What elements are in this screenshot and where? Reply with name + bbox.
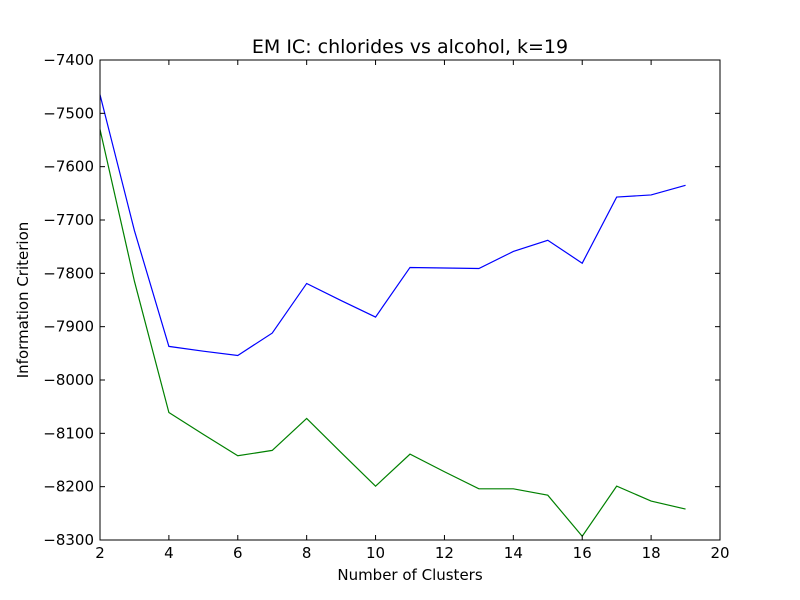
- series-line-1: [99, 94, 686, 357]
- chart-title: EM IC: chlorides vs alcohol, k=19: [252, 36, 568, 58]
- x-tick-label: 20: [710, 544, 729, 562]
- y-axis-label: Information Criterion: [14, 222, 32, 379]
- x-tick-label: 4: [164, 544, 174, 562]
- y-tick-label: −8200: [43, 478, 94, 496]
- y-tick-label: −7800: [43, 264, 94, 282]
- y-tick-label: −7600: [43, 158, 94, 176]
- x-tick-label: 16: [573, 544, 592, 562]
- x-tick-label: 14: [504, 544, 523, 562]
- y-tick-label: −8000: [43, 371, 94, 389]
- y-tick-label: −7500: [43, 104, 94, 122]
- x-tick-label: 2: [95, 544, 105, 562]
- series-line-2: [99, 129, 686, 538]
- x-tick-label: 6: [233, 544, 243, 562]
- plot-frame: [99, 59, 721, 541]
- x-tick-label: 18: [642, 544, 661, 562]
- x-tick-label: 8: [302, 544, 312, 562]
- y-tick-label: −7900: [43, 318, 94, 336]
- axis-ticks: 2 4 6 8 10 12 14 16 18 20 −7400 −7500 −7600 −7700 −780…: [43, 51, 729, 562]
- x-axis-label: Number of Clusters: [337, 566, 482, 584]
- y-tick-label: −8100: [43, 424, 94, 442]
- x-tick-label: 12: [435, 544, 454, 562]
- y-tick-label: −7400: [43, 51, 94, 69]
- y-tick-label: −8300: [43, 531, 94, 549]
- plot-lines: [99, 94, 686, 538]
- x-tick-label: 10: [366, 544, 385, 562]
- y-tick-label: −7700: [43, 211, 94, 229]
